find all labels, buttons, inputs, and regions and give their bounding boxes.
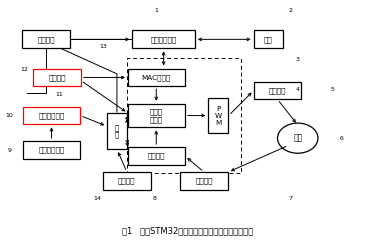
Text: 电压匹配电路: 电压匹配电路 xyxy=(38,112,64,119)
Text: 2: 2 xyxy=(288,8,292,13)
Text: 霍尔输入端子: 霍尔输入端子 xyxy=(38,147,64,153)
Bar xyxy=(23,107,80,124)
Bar xyxy=(128,104,185,127)
Text: 10: 10 xyxy=(5,113,13,118)
Text: 1: 1 xyxy=(154,8,158,13)
Ellipse shape xyxy=(278,123,318,153)
Text: 12: 12 xyxy=(20,67,28,72)
Text: 4: 4 xyxy=(296,87,300,92)
Text: 14: 14 xyxy=(93,196,101,201)
Bar xyxy=(128,147,185,165)
Bar xyxy=(180,172,228,190)
Bar xyxy=(208,98,228,133)
Text: 图1   基于STM32的有感直流无刷电机控制器原理图: 图1 基于STM32的有感直流无刷电机控制器原理图 xyxy=(122,226,253,235)
Text: 7: 7 xyxy=(288,196,292,201)
Text: P
W
M: P W M xyxy=(215,105,222,126)
Bar xyxy=(22,30,70,48)
Text: 电源分压: 电源分压 xyxy=(118,178,136,184)
Bar xyxy=(103,172,151,190)
Bar xyxy=(23,141,80,159)
Text: 放大电路: 放大电路 xyxy=(195,178,213,184)
Bar xyxy=(33,69,81,86)
Text: MAC控制器: MAC控制器 xyxy=(142,74,171,81)
Text: 收发隔离模块: 收发隔离模块 xyxy=(150,36,177,43)
Bar xyxy=(254,82,302,99)
Text: 9: 9 xyxy=(7,148,11,153)
Bar xyxy=(132,30,195,48)
Bar xyxy=(254,30,283,48)
Bar xyxy=(107,113,127,149)
Text: 网口: 网口 xyxy=(264,36,273,43)
Text: 11: 11 xyxy=(55,92,63,97)
Text: 模数转换: 模数转换 xyxy=(147,153,165,159)
Text: 逆变电路: 逆变电路 xyxy=(269,87,286,94)
Bar xyxy=(127,58,241,173)
Bar xyxy=(128,69,185,86)
Text: 电机: 电机 xyxy=(293,134,302,143)
Text: 捕
获: 捕 获 xyxy=(115,124,119,138)
Text: 6: 6 xyxy=(340,136,344,141)
Text: 电源模块: 电源模块 xyxy=(37,36,55,43)
Text: 13: 13 xyxy=(99,44,107,49)
Text: 5: 5 xyxy=(331,87,334,92)
Text: 嵌入式
控制器: 嵌入式 控制器 xyxy=(150,108,163,123)
Text: 设定速度: 设定速度 xyxy=(48,74,66,81)
Text: 8: 8 xyxy=(153,196,156,201)
Text: 3: 3 xyxy=(296,57,300,62)
